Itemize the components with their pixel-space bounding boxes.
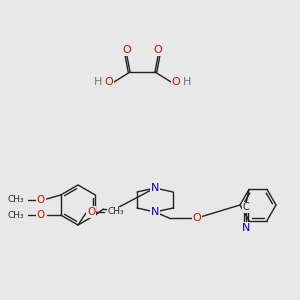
Text: H: H <box>94 77 102 87</box>
Text: N: N <box>151 183 159 193</box>
Text: O: O <box>193 213 201 223</box>
Text: N: N <box>151 207 159 217</box>
Text: CH₃: CH₃ <box>8 196 24 205</box>
Text: N: N <box>242 224 250 233</box>
Text: O: O <box>105 77 113 87</box>
Text: O: O <box>123 45 131 55</box>
Text: O: O <box>37 210 45 220</box>
Text: O: O <box>37 195 45 205</box>
Text: CH₃: CH₃ <box>8 211 24 220</box>
Text: O: O <box>172 77 180 87</box>
Text: O: O <box>154 45 162 55</box>
Text: O: O <box>87 207 95 217</box>
Text: C: C <box>243 202 249 212</box>
Text: CH₃: CH₃ <box>108 208 124 217</box>
Text: H: H <box>183 77 191 87</box>
